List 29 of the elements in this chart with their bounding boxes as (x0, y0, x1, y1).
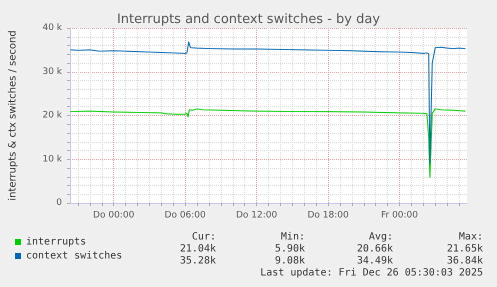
y-tick-label: 10 k (42, 154, 63, 164)
y-axis-title: interrupts & ctx switches / second (8, 30, 18, 201)
x-tick-label: Do 06:00 (164, 210, 206, 220)
text: 35.28k (180, 256, 216, 266)
text: 21.04k (180, 244, 216, 254)
x-tick-label: Fr 00:00 (380, 210, 418, 220)
y-tick-label: 20 k (42, 110, 63, 120)
x-tick-label: Do 00:00 (93, 210, 135, 220)
x-tick-label: Do 18:00 (307, 210, 349, 220)
y-tick-label: 30 k (42, 66, 63, 77)
text: Min: (280, 232, 305, 242)
text: Cur: (192, 232, 216, 242)
text: Max: (458, 232, 483, 242)
text: 36.84k (446, 256, 483, 266)
text: 5.90k (274, 244, 305, 254)
line-series (70, 42, 466, 164)
text: 21.65k (446, 244, 483, 254)
y-tick-label: 40 k (42, 23, 63, 33)
text: Last update: Fri Dec 26 05:30:03 2025 (260, 268, 483, 278)
text: Avg: (368, 232, 393, 242)
x-tick-label: Do 12:00 (236, 210, 278, 220)
y-tick-label: 0 (56, 198, 62, 208)
text: 9.08k (274, 256, 305, 266)
legend-label: context switches (26, 250, 122, 262)
text: 20.66k (356, 244, 393, 254)
text: 34.49k (356, 256, 393, 266)
line-series (70, 108, 466, 178)
chart-title: Interrupts and context switches - by day (116, 12, 380, 27)
legend-label: interrupts (26, 236, 86, 248)
